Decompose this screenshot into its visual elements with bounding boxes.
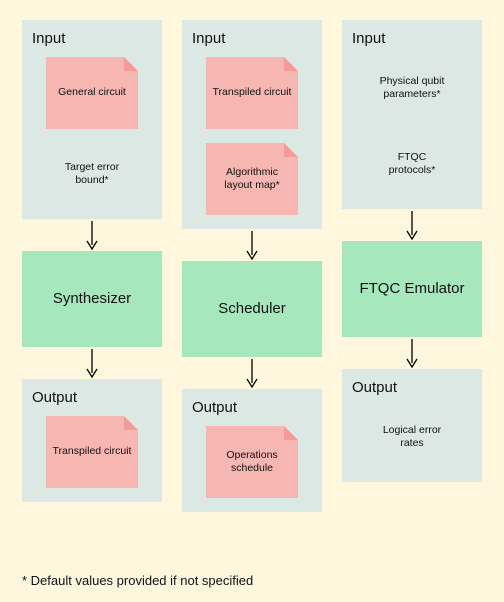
panel-title: Output (32, 389, 152, 406)
arrow-down-icon (85, 219, 99, 251)
process-box: FTQC Emulator (342, 241, 482, 337)
cylinder-node: Physical qubit parameters* (366, 57, 458, 119)
diagram-canvas: Input General circuit Target error bound* S… (0, 0, 504, 602)
arrow-down-icon (405, 337, 419, 369)
panel-title: Input (352, 30, 472, 47)
node-label: General circuit (58, 86, 126, 99)
arrow-down-icon (85, 347, 99, 379)
node-label: Operations schedule (212, 449, 292, 475)
panel-title: Output (352, 379, 472, 396)
output-panel: Output Logical error rates (342, 369, 482, 482)
output-panel: Output Operations schedule (182, 389, 322, 512)
process-label: Scheduler (218, 300, 286, 318)
document-node: Transpiled circuit (46, 416, 138, 488)
node-label: Target error bound* (54, 161, 130, 187)
panel-title: Input (32, 30, 152, 47)
cylinder-node: Logical error rates (366, 406, 458, 468)
node-label: Algorithmic layout map* (212, 166, 292, 192)
cylinder-node: FTQC protocols* (366, 133, 458, 195)
node-label: Logical error rates (374, 424, 450, 450)
arrow-down-icon (405, 209, 419, 241)
process-label: FTQC Emulator (359, 280, 464, 298)
input-panel: Input Transpiled circuit Algorithmic layou… (182, 20, 322, 229)
columns-container: Input General circuit Target error bound* S… (22, 20, 482, 512)
document-node: Operations schedule (206, 426, 298, 498)
arrow-down-icon (245, 229, 259, 261)
process-box: Synthesizer (22, 251, 162, 347)
node-label: FTQC protocols* (374, 151, 450, 177)
input-items: Physical qubit parameters* FTQC protocols… (352, 57, 472, 195)
node-label: Transpiled circuit (53, 445, 132, 458)
process-label: Synthesizer (53, 290, 131, 308)
input-items: Transpiled circuit Algorithmic layout map… (192, 57, 312, 215)
cylinder-node: Target error bound* (46, 143, 138, 205)
input-panel: Input General circuit Target error bound* (22, 20, 162, 219)
output-panel: Output Transpiled circuit (22, 379, 162, 502)
document-node: Transpiled circuit (206, 57, 298, 129)
document-node: Algorithmic layout map* (206, 143, 298, 215)
pipeline-column: Input Transpiled circuit Algorithmic layou… (182, 20, 322, 512)
output-items: Logical error rates (352, 406, 472, 468)
output-items: Transpiled circuit (32, 416, 152, 488)
pipeline-column: Input General circuit Target error bound* S… (22, 20, 162, 512)
panel-title: Output (192, 399, 312, 416)
node-label: Physical qubit parameters* (374, 75, 450, 101)
input-panel: Input Physical qubit parameters* FTQC prot… (342, 20, 482, 209)
footnote: * Default values provided if not specifi… (22, 573, 253, 588)
panel-title: Input (192, 30, 312, 47)
node-label: Transpiled circuit (213, 86, 292, 99)
output-items: Operations schedule (192, 426, 312, 498)
document-node: General circuit (46, 57, 138, 129)
input-items: General circuit Target error bound* (32, 57, 152, 205)
arrow-down-icon (245, 357, 259, 389)
process-box: Scheduler (182, 261, 322, 357)
pipeline-column: Input Physical qubit parameters* FTQC prot… (342, 20, 482, 512)
